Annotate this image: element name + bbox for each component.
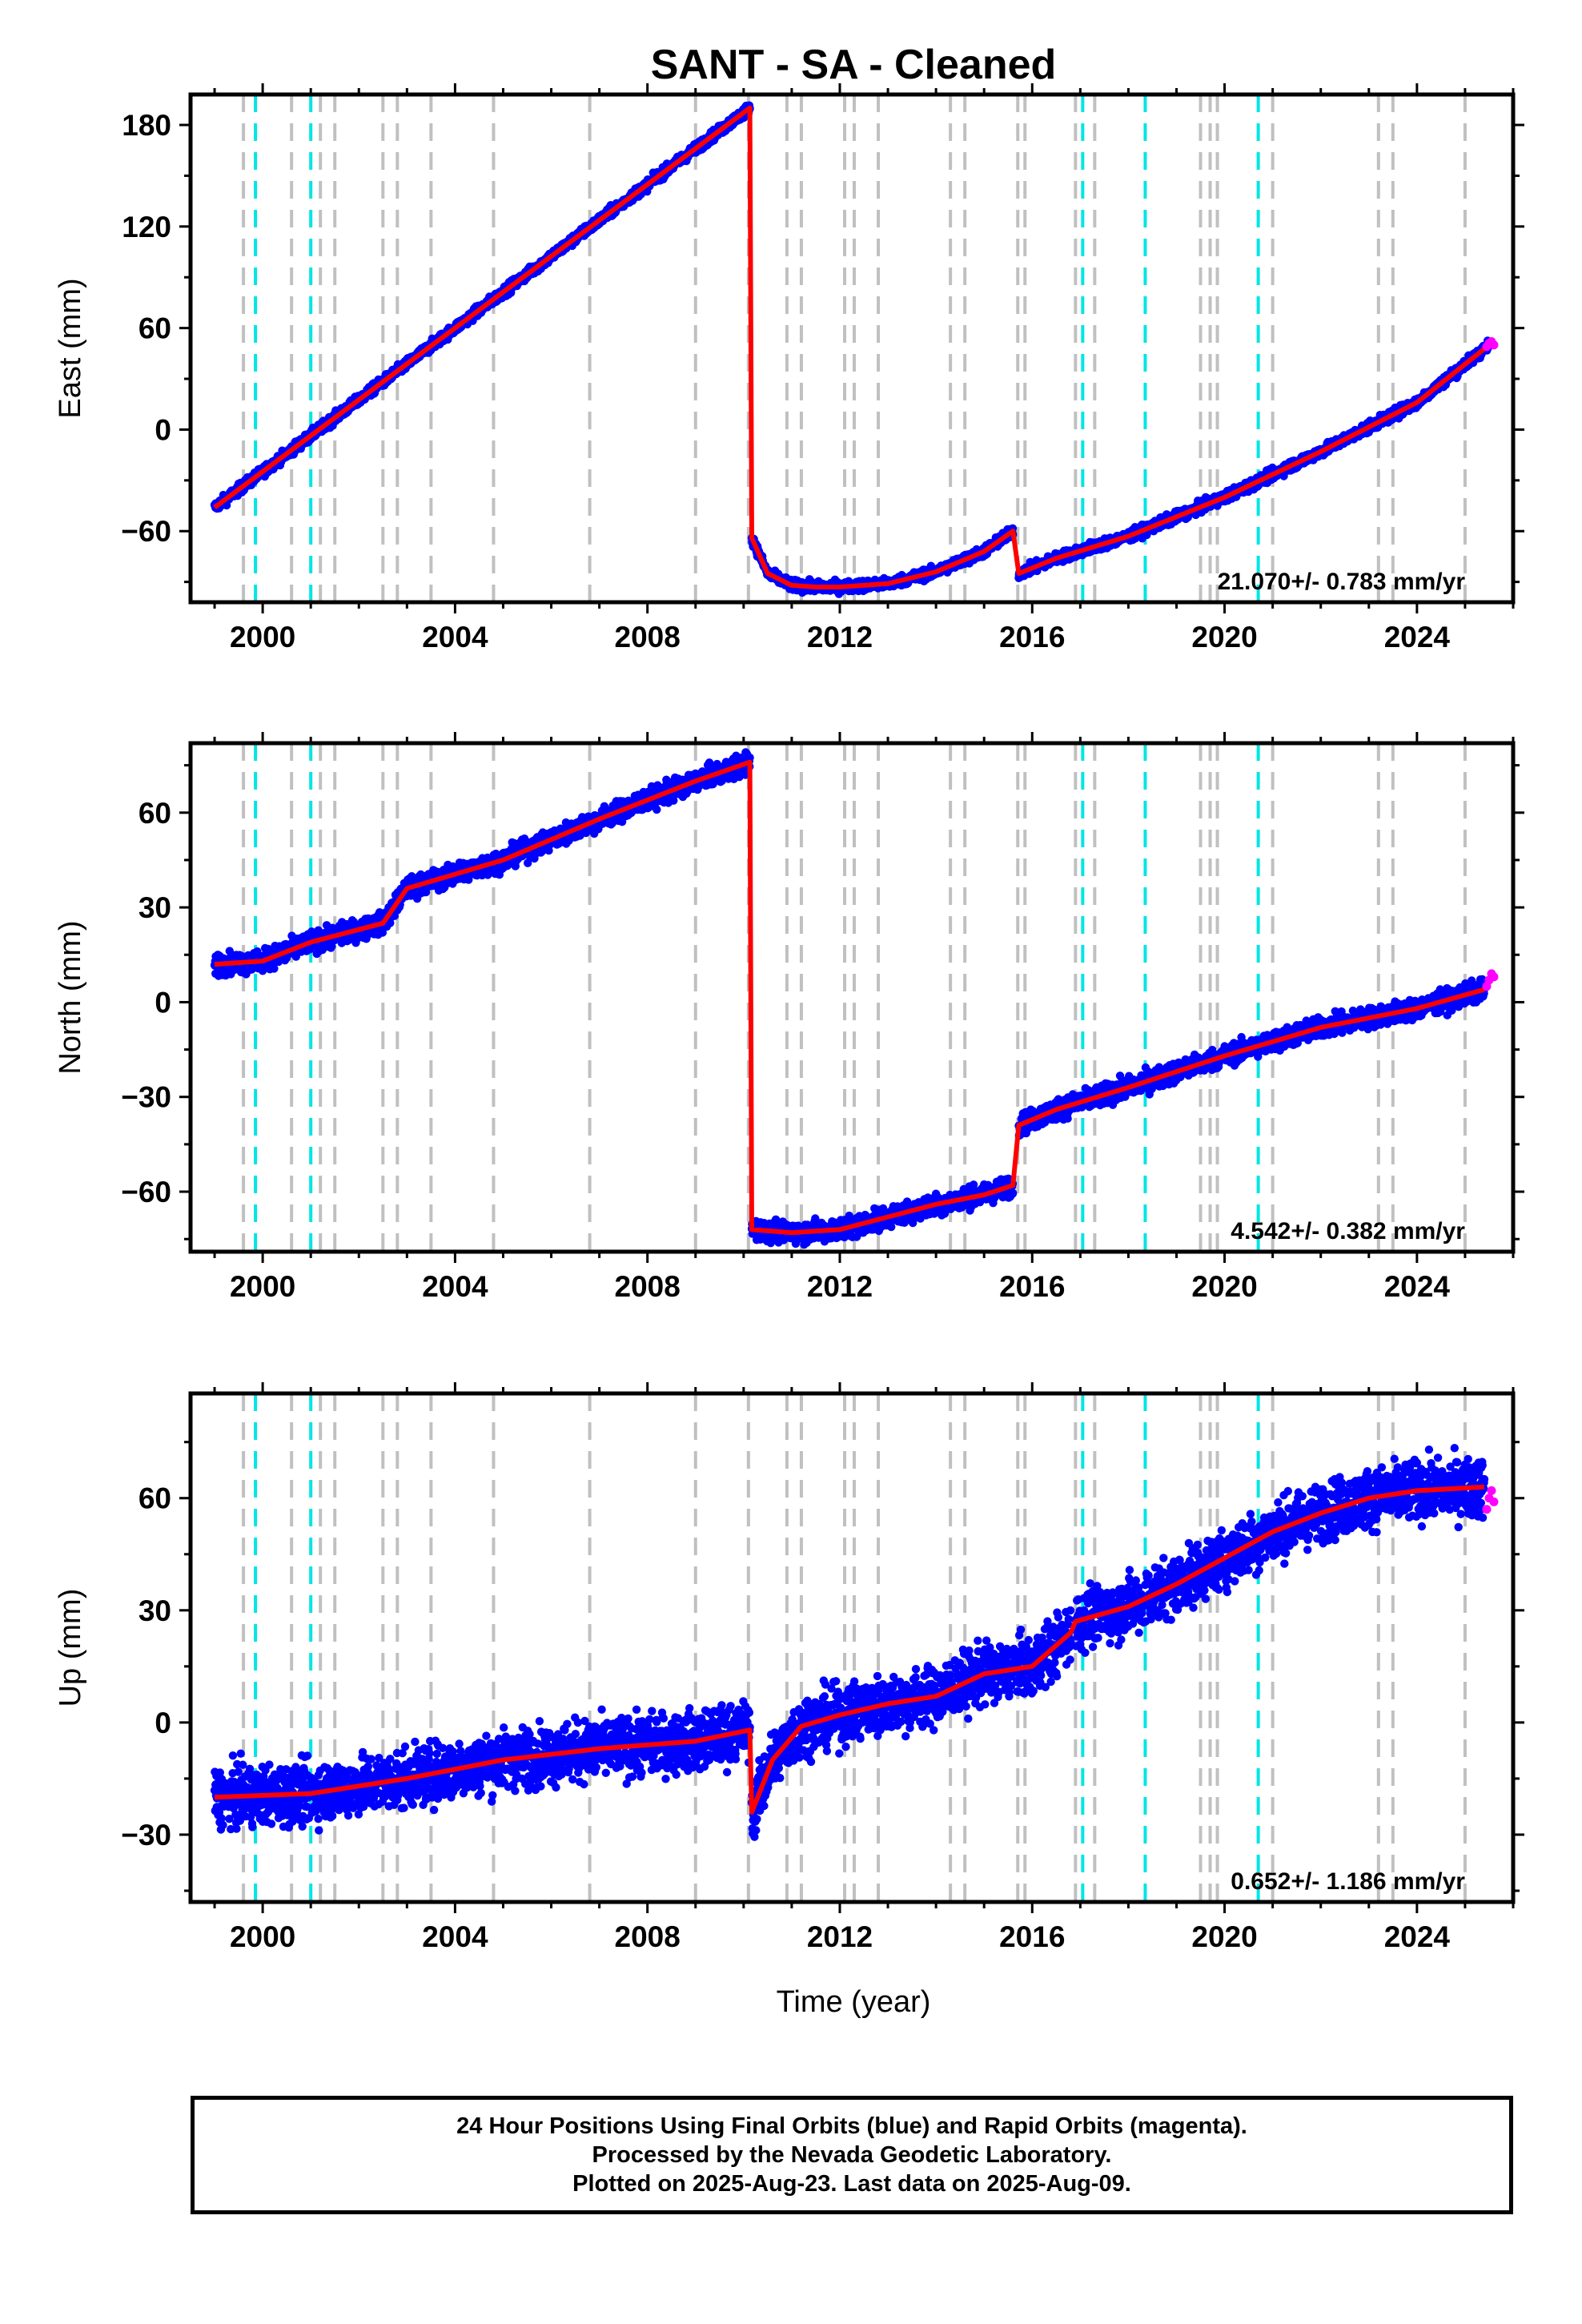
model-line [213, 105, 1491, 589]
x-tick-label: 2012 [807, 621, 873, 653]
y-tick-label: 0 [155, 413, 171, 446]
final-orbit-point [258, 967, 267, 975]
panel-north: 2000 2004 2008 2012 2016 2020 2024−60−3003060N… [54, 732, 1524, 1303]
plot-area [210, 94, 1499, 602]
y-tick-label: 60 [139, 312, 171, 345]
rapid-orbit-point [1489, 340, 1499, 350]
final-orbit-point [327, 942, 336, 951]
chart-title: SANT - SA - Cleaned [651, 42, 1057, 88]
final-orbit-point [270, 964, 279, 973]
x-tick-label: 2024 [1384, 621, 1451, 653]
y-tick-label: 120 [122, 211, 171, 243]
x-tick-label: 2004 [422, 621, 488, 653]
x-tick-label: 2008 [615, 621, 681, 653]
y-axis-label: East (mm) [54, 278, 87, 418]
plot-frame [188, 92, 1516, 605]
panels: 2000 2004 2008 2012 2016 2020 2024 −60 0 60 120 180… [54, 83, 1524, 1953]
y-tick-label: 180 [122, 109, 171, 142]
final-orbit-point [378, 928, 387, 937]
y-tick-label: −60 [121, 515, 171, 548]
x-tick-label: 2000 [230, 621, 295, 653]
plot-area [210, 743, 1499, 1252]
panel-east: 2000 2004 2008 2012 2016 2020 2024 −60 0 60 120 180… [54, 83, 1524, 653]
rate-label: 21.070+/- 0.783 mm/yr [1218, 569, 1466, 595]
x-tick-label: 2016 [999, 621, 1065, 653]
x-tick-label: 2020 [1191, 621, 1257, 653]
final-orbit-points [210, 748, 1489, 1249]
final-orbit-points [210, 101, 1494, 598]
